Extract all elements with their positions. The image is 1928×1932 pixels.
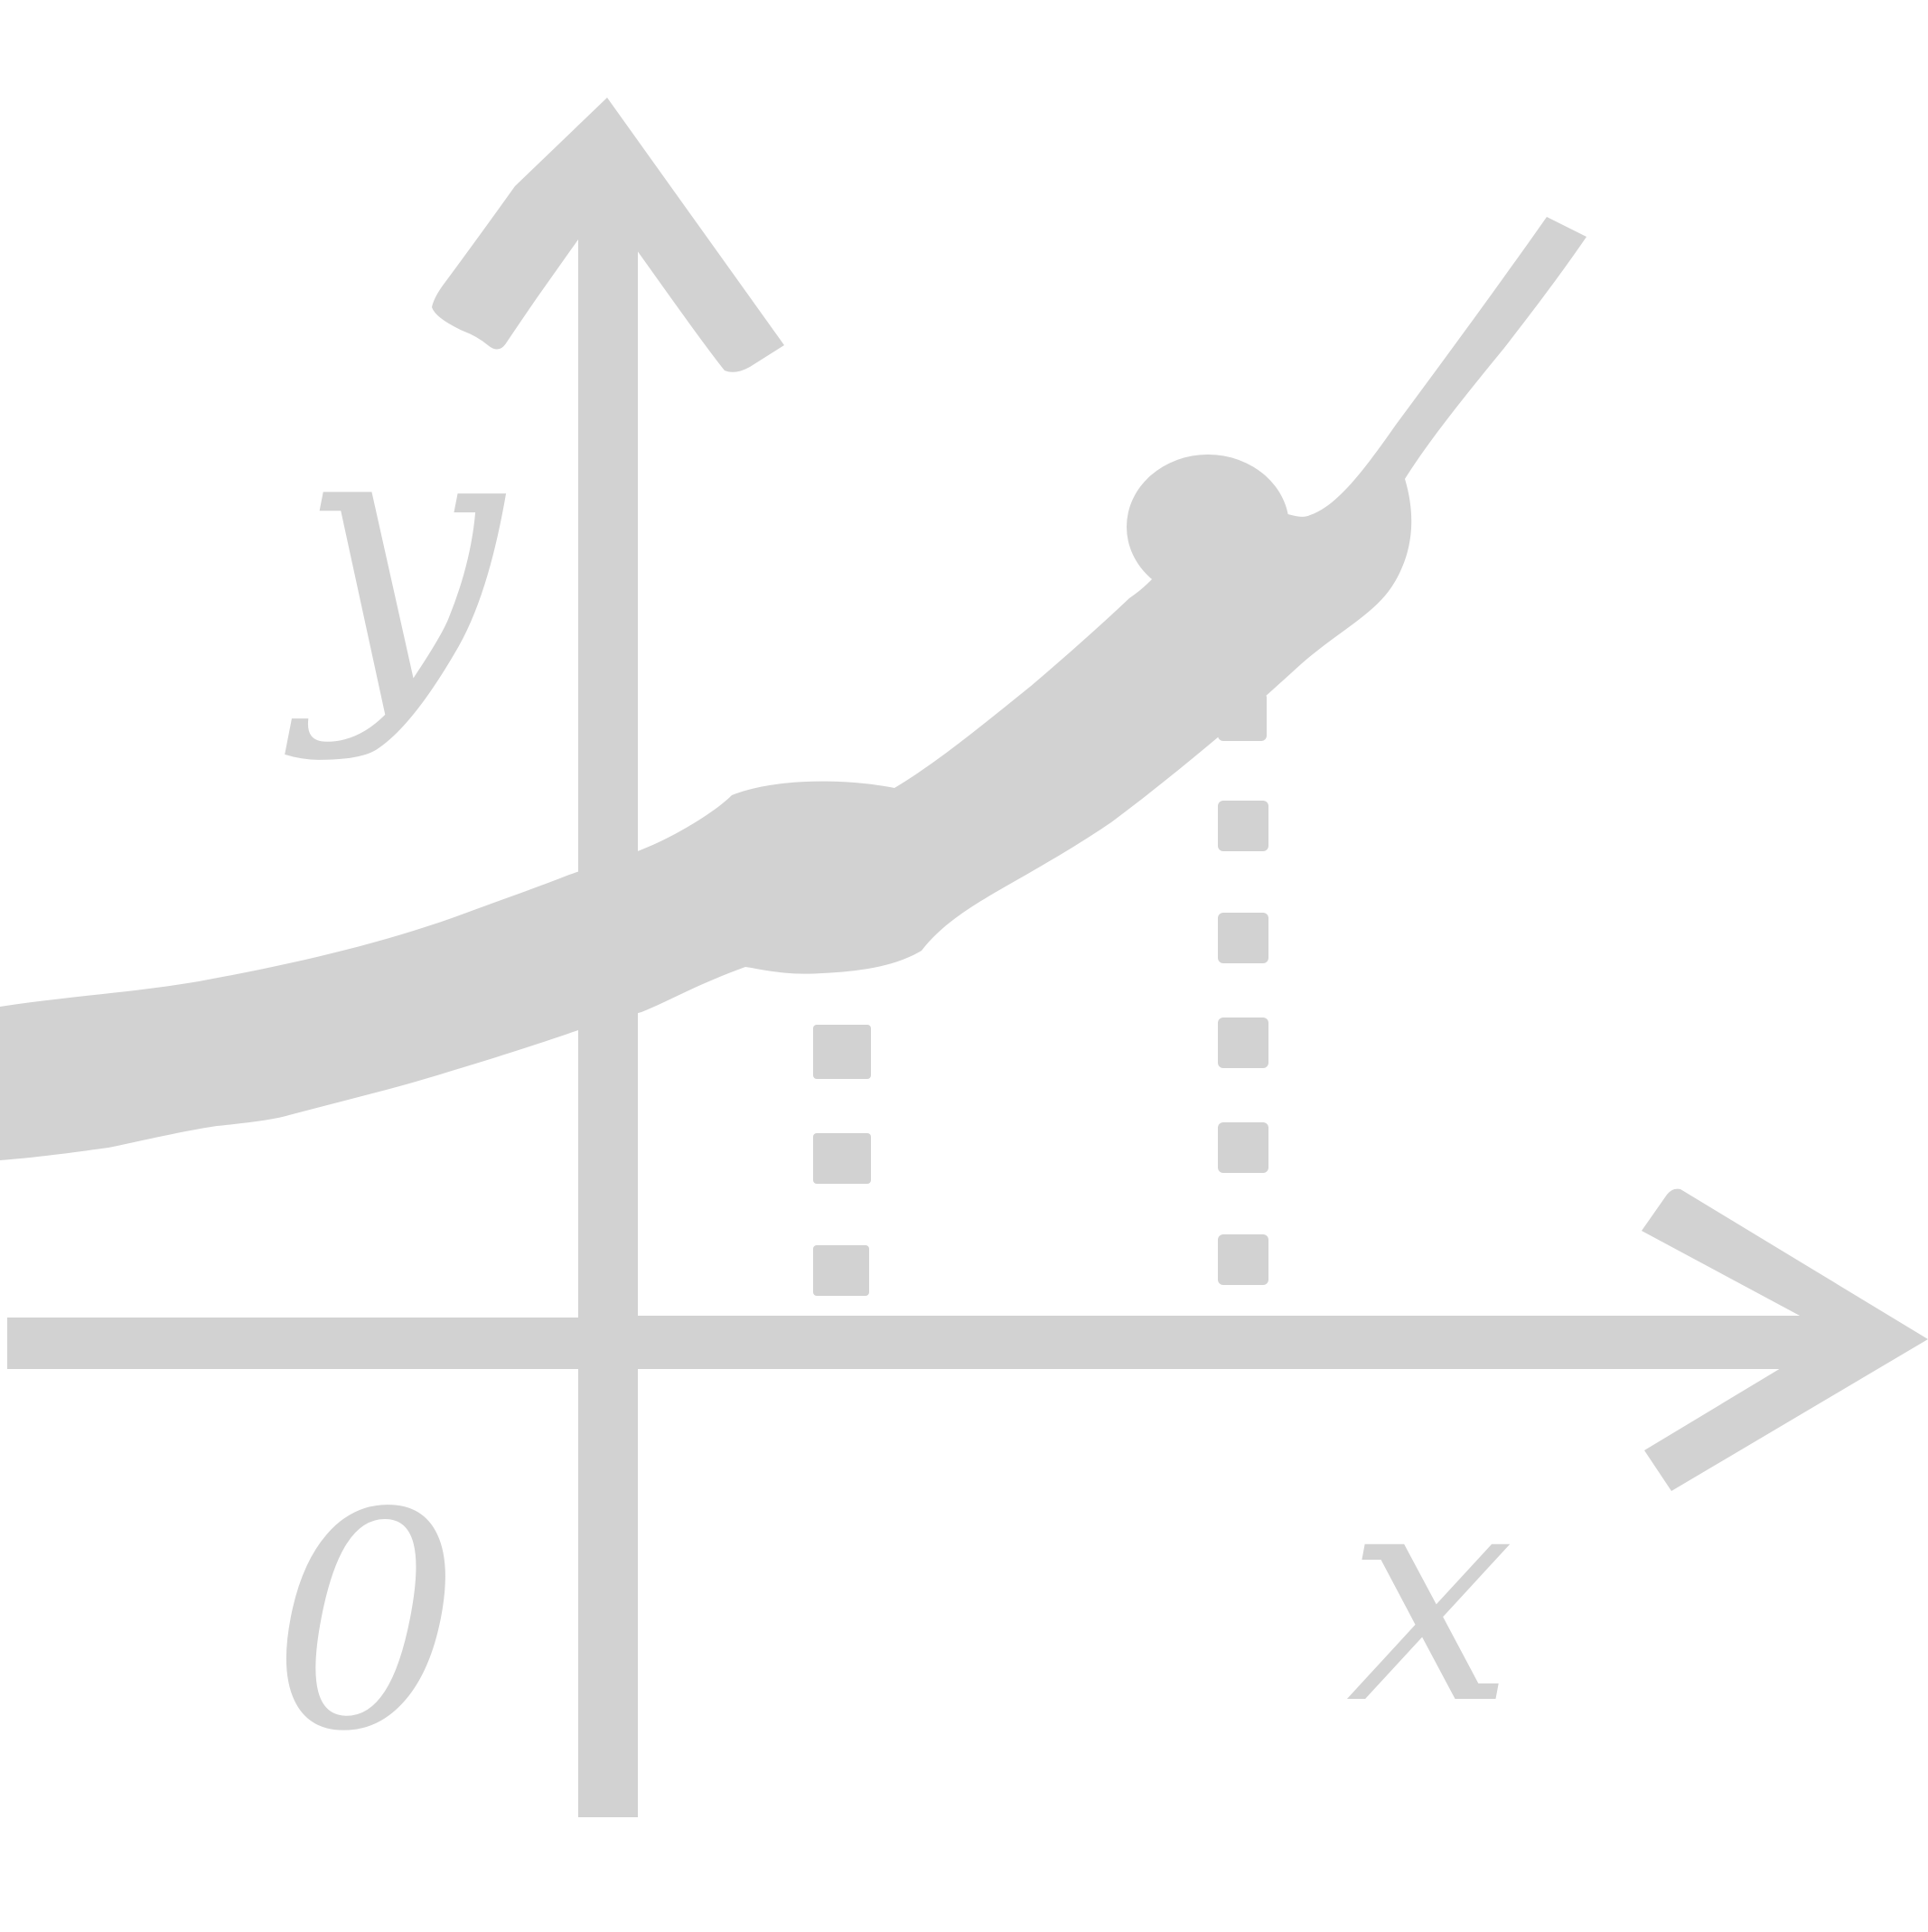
- x-axis-arrowhead-icon: [1642, 1188, 1928, 1491]
- guide-dash-right-2: [1218, 801, 1268, 851]
- function-curve: [0, 217, 1586, 1160]
- x-axis-shaft-left: [7, 1318, 640, 1369]
- guide-dash-right-5: [1218, 1122, 1268, 1173]
- guide-dash-left-3: [813, 1245, 869, 1296]
- origin-label: 0: [271, 1449, 461, 1796]
- y-axis-arrowhead-icon: [432, 98, 784, 960]
- guide-dash-left-2: [813, 1133, 871, 1184]
- guide-dash-right-1: [1218, 692, 1267, 741]
- guide-dash-right-3: [1218, 913, 1268, 963]
- x-axis-shaft-right: [632, 1316, 1803, 1369]
- curve-knot-upper: [1127, 455, 1289, 599]
- y-axis-label: y: [281, 345, 507, 765]
- x-axis-label: x: [1346, 1422, 1514, 1769]
- guide-dash-right-4: [1218, 1018, 1268, 1068]
- guide-dash-right-6: [1218, 1234, 1268, 1285]
- curve-knot-middle: [723, 788, 931, 961]
- guide-dash-left-1: [813, 1025, 871, 1079]
